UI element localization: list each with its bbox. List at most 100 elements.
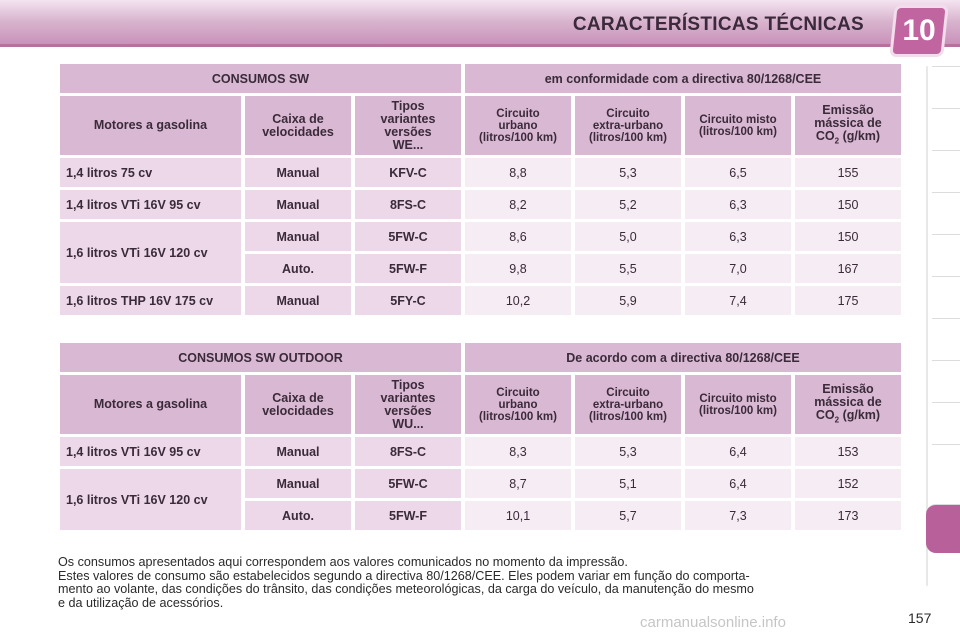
col-gearbox: Caixa de velocidades <box>245 96 351 155</box>
extra-urban-cell: 5,1 <box>575 469 681 498</box>
table-header-left: CONSUMOS SW OUTDOOR <box>60 343 461 372</box>
table-header-left: CONSUMOS SW <box>60 64 461 93</box>
engine-label: 1,4 litros VTi 16V 95 cv <box>60 437 241 466</box>
chapter-tab[interactable] <box>932 108 960 147</box>
table-row: 1,4 litros VTi 16V 95 cv Manual 8FS-C 8,… <box>60 437 901 466</box>
extra-urban-cell: 5,2 <box>575 190 681 219</box>
co2-cell: 155 <box>795 158 901 187</box>
banner-divider <box>0 44 960 47</box>
mixed-cell: 6,3 <box>685 222 791 251</box>
col-co2: Emissão mássica de CO2 (g/km) <box>795 96 901 155</box>
variant-cell: 8FS-C <box>355 437 461 466</box>
col-variant: Tipos variantes versões WE... <box>355 96 461 155</box>
chapter-tabs <box>926 66 960 566</box>
top-banner <box>0 0 960 46</box>
col-extra-urban: Circuito extra-urbano (litros/100 km) <box>575 375 681 434</box>
table-row: 1,6 litros VTi 16V 120 cv Manual 5FW-C 8… <box>60 222 901 283</box>
footnote-line: e da utilização de acessórios. <box>58 595 224 610</box>
gearbox-cell: Auto. <box>245 501 351 530</box>
chapter-tab[interactable] <box>932 66 960 105</box>
gearbox-cell: Manual <box>245 190 351 219</box>
col-variant: Tipos variantes versões WU... <box>355 375 461 434</box>
page-title: CARACTERÍSTICAS TÉCNICAS <box>572 14 864 35</box>
table-row: Auto. 5FW-F 10,1 5,7 7,3 173 <box>60 501 901 530</box>
chapter-tab[interactable] <box>932 402 960 441</box>
chapter-tab[interactable] <box>932 444 960 483</box>
engine-label: 1,6 litros VTi 16V 120 cv <box>60 222 241 283</box>
engine-label: 1,4 litros VTi 16V 95 cv <box>60 190 241 219</box>
gearbox-cell: Manual <box>245 286 351 315</box>
col-mixed: Circuito misto (litros/100 km) <box>685 96 791 155</box>
variant-cell: 5FW-C <box>355 222 461 251</box>
chapter-tab[interactable] <box>932 318 960 357</box>
extra-urban-cell: 5,9 <box>575 286 681 315</box>
chapter-tab[interactable] <box>932 150 960 189</box>
mixed-cell: 6,4 <box>685 437 791 466</box>
variant-cell: KFV-C <box>355 158 461 187</box>
chapter-tab[interactable] <box>932 234 960 273</box>
variant-cell: 5FY-C <box>355 286 461 315</box>
urban-cell: 8,8 <box>465 158 571 187</box>
gearbox-cell: Manual <box>245 469 351 498</box>
engine-label: 1,6 litros VTi 16V 120 cv <box>60 469 241 530</box>
variant-cell: 5FW-C <box>355 469 461 498</box>
gearbox-cell: Manual <box>245 437 351 466</box>
urban-cell: 10,1 <box>465 501 571 530</box>
table-row: Auto. 5FW-F 9,8 5,5 7,0 167 <box>60 254 901 283</box>
co2-cell: 175 <box>795 286 901 315</box>
co2-cell: 152 <box>795 469 901 498</box>
urban-cell: 8,6 <box>465 222 571 251</box>
table-row: 1,4 litros VTi 16V 95 cv Manual 8FS-C 8,… <box>60 190 901 219</box>
mixed-cell: 7,0 <box>685 254 791 283</box>
mixed-cell: 6,5 <box>685 158 791 187</box>
chapter-tab-active[interactable] <box>926 504 960 553</box>
gearbox-cell: Manual <box>245 222 351 251</box>
chapter-number: 10 <box>902 14 936 47</box>
co2-cell: 153 <box>795 437 901 466</box>
col-engine: Motores a gasolina <box>60 96 241 155</box>
co2-cell: 150 <box>795 190 901 219</box>
extra-urban-cell: 5,3 <box>575 437 681 466</box>
table-row: 1,6 litros VTi 16V 120 cv Manual 5FW-C 8… <box>60 469 901 530</box>
consumption-table-sw-outdoor: CONSUMOS SW OUTDOOR De acordo com a dire… <box>56 340 905 533</box>
chapter-badge: 10 <box>892 8 946 54</box>
col-engine: Motores a gasolina <box>60 375 241 434</box>
mixed-cell: 6,4 <box>685 469 791 498</box>
extra-urban-cell: 5,0 <box>575 222 681 251</box>
urban-cell: 8,2 <box>465 190 571 219</box>
footnote-line: Os consumos apresentados aqui correspond… <box>58 555 628 569</box>
col-co2: Emissão mássica de CO2 (g/km) <box>795 375 901 434</box>
side-rail <box>926 66 928 586</box>
table-header-right: De acordo com a directiva 80/1268/CEE <box>465 343 901 372</box>
consumption-table-sw: CONSUMOS SW em conformidade com a direct… <box>56 61 905 318</box>
co2-cell: 150 <box>795 222 901 251</box>
extra-urban-cell: 5,3 <box>575 158 681 187</box>
gearbox-cell: Manual <box>245 158 351 187</box>
engine-label: 1,6 litros THP 16V 175 cv <box>60 286 241 315</box>
page-number: 157 <box>908 610 932 626</box>
col-urban: Circuito urbano (litros/100 km) <box>465 96 571 155</box>
watermark: carmanualsonline.info <box>640 614 786 631</box>
mixed-cell: 6,3 <box>685 190 791 219</box>
extra-urban-cell: 5,5 <box>575 254 681 283</box>
gearbox-cell: Auto. <box>245 254 351 283</box>
footnote-line: mento ao volante, das condições do trâns… <box>58 582 754 596</box>
table-row: 1,4 litros 75 cv Manual KFV-C 8,8 5,3 6,… <box>60 158 901 187</box>
chapter-tab[interactable] <box>932 192 960 231</box>
footnote: Os consumos apresentados aqui correspond… <box>58 555 908 610</box>
col-extra-urban: Circuito extra-urbano (litros/100 km) <box>575 96 681 155</box>
engine-label: 1,4 litros 75 cv <box>60 158 241 187</box>
col-urban: Circuito urbano (litros/100 km) <box>465 375 571 434</box>
col-mixed: Circuito misto (litros/100 km) <box>685 375 791 434</box>
chapter-tab[interactable] <box>932 276 960 315</box>
variant-cell: 8FS-C <box>355 190 461 219</box>
variant-cell: 5FW-F <box>355 501 461 530</box>
urban-cell: 9,8 <box>465 254 571 283</box>
chapter-tab[interactable] <box>932 360 960 399</box>
footnote-line: Estes valores de consumo são estabelecid… <box>58 568 750 583</box>
extra-urban-cell: 5,7 <box>575 501 681 530</box>
urban-cell: 10,2 <box>465 286 571 315</box>
urban-cell: 8,7 <box>465 469 571 498</box>
co2-cell: 167 <box>795 254 901 283</box>
mixed-cell: 7,3 <box>685 501 791 530</box>
